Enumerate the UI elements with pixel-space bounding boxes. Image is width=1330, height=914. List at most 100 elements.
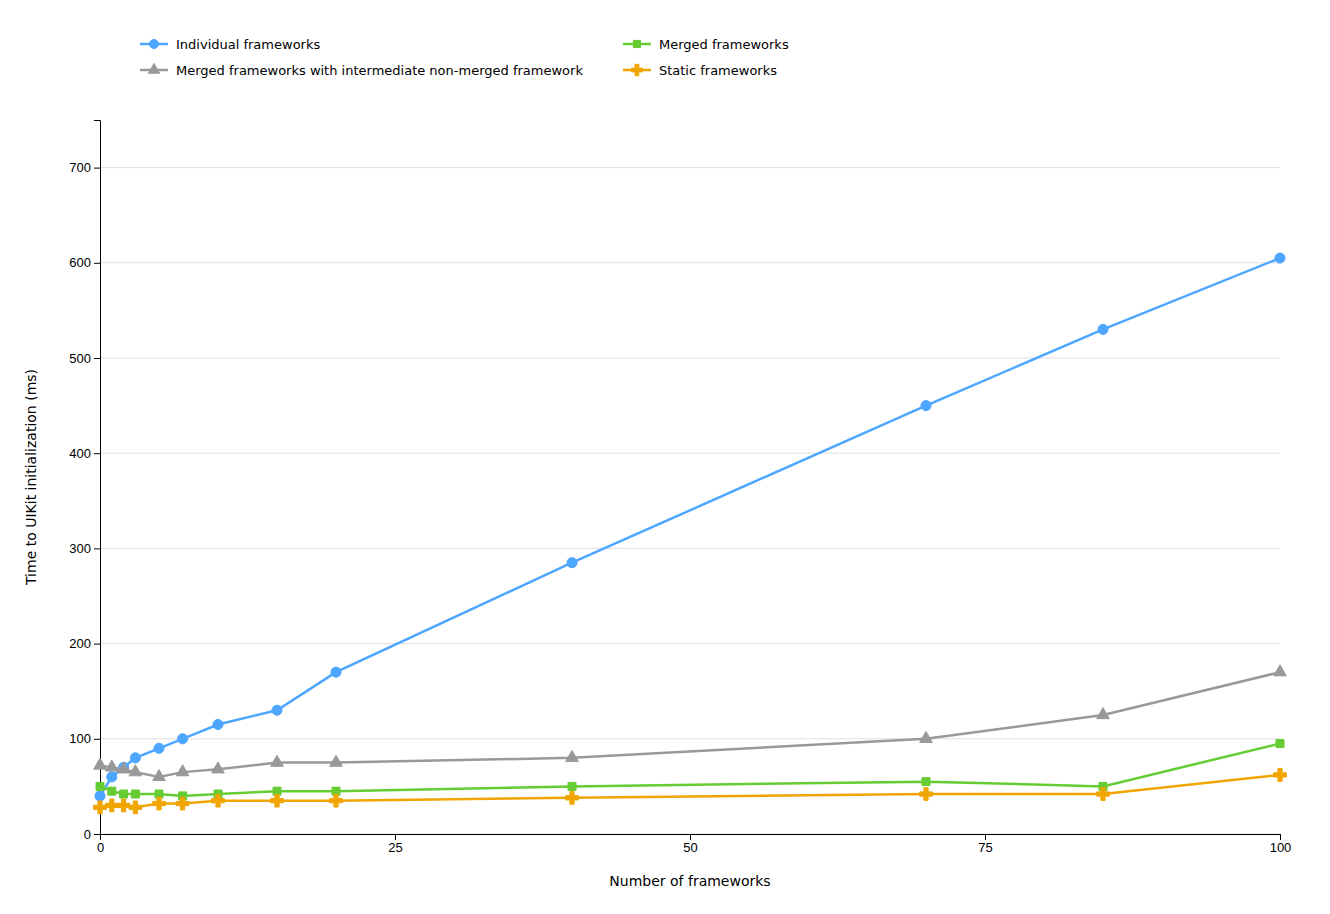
y-tick-label: 400 xyxy=(69,446,91,461)
series-marker xyxy=(96,782,104,790)
series-marker xyxy=(94,758,107,769)
x-tick-mark xyxy=(690,834,691,840)
y-tick-mark xyxy=(94,358,100,359)
y-tick-label: 700 xyxy=(69,160,91,175)
y-tick-label: 100 xyxy=(69,731,91,746)
series-marker xyxy=(331,667,341,677)
x-axis: 0255075100 xyxy=(97,834,1291,855)
series-marker xyxy=(131,790,139,798)
series-marker xyxy=(212,794,225,807)
marks xyxy=(94,253,1287,814)
series-marker xyxy=(1274,769,1287,782)
grid-line xyxy=(100,167,1280,168)
legend-label: Merged frameworks xyxy=(659,37,789,52)
series-marker xyxy=(154,743,164,753)
series-marker xyxy=(129,801,142,814)
series-line xyxy=(100,775,1280,807)
y-axis-title: Time to UIKit initialization (ms) xyxy=(23,369,39,586)
x-tick-label: 75 xyxy=(978,840,992,855)
series-marker xyxy=(153,770,166,781)
legend-symbol xyxy=(631,64,642,75)
y-tick-mark xyxy=(94,739,100,740)
series-marker xyxy=(1097,708,1110,719)
chart: 02550751000100200300400500600700Number o… xyxy=(0,0,1330,914)
x-tick: 75 xyxy=(978,834,992,855)
legend-label: Merged frameworks with intermediate non-… xyxy=(176,63,583,78)
series-marker xyxy=(105,799,118,812)
y-tick-mark xyxy=(94,548,100,549)
series-marker xyxy=(920,788,933,801)
y-axis: 0 100 200 300 400 500 600 700 xyxy=(69,121,100,842)
x-tick-label: 100 xyxy=(1270,840,1292,855)
x-tick: 25 xyxy=(388,834,402,855)
series-marker xyxy=(212,762,225,773)
y-tick-mark xyxy=(94,453,100,454)
x-tick-mark xyxy=(985,834,986,840)
series-marker xyxy=(921,401,931,411)
x-tick-label: 0 xyxy=(97,840,104,855)
y-tick: 700 xyxy=(69,160,100,175)
y-tick: 300 xyxy=(69,541,100,556)
series-marker xyxy=(94,801,107,814)
legend-label: Individual frameworks xyxy=(176,37,320,52)
series-marker xyxy=(95,791,105,801)
y-tick-mark xyxy=(94,168,100,169)
grid xyxy=(100,168,1280,834)
legend-symbol xyxy=(149,39,158,48)
y-tick: 500 xyxy=(69,351,100,366)
grid-line xyxy=(100,262,1280,263)
legend-symbol xyxy=(633,40,640,47)
legend: Individual frameworks Merged frameworks Me… xyxy=(140,37,789,78)
series-marker xyxy=(117,799,130,812)
series-marker xyxy=(922,778,930,786)
series-marker xyxy=(129,765,142,776)
y-tick: 0 xyxy=(84,827,100,842)
y-tick-label: 200 xyxy=(69,636,91,651)
x-tick-mark xyxy=(1280,834,1281,840)
y-tick: 100 xyxy=(69,731,100,746)
series-marker xyxy=(213,719,223,729)
series-marker xyxy=(178,734,188,744)
series-marker xyxy=(105,760,118,771)
series-marker xyxy=(272,705,282,715)
series-marker xyxy=(120,790,128,798)
series-marker xyxy=(107,772,117,782)
legend-item: Static frameworks xyxy=(623,63,777,78)
series-line xyxy=(100,672,1280,777)
grid-line xyxy=(100,548,1280,549)
x-tick: 0 xyxy=(97,834,104,855)
series-marker xyxy=(271,755,284,766)
x-tick-label: 25 xyxy=(388,840,402,855)
x-axis-title: Number of frameworks xyxy=(609,873,770,889)
legend-label: Static frameworks xyxy=(659,63,777,78)
grid-line xyxy=(100,358,1280,359)
y-tick-mark xyxy=(94,644,100,645)
grid-line xyxy=(100,643,1280,644)
y-tick: 400 xyxy=(69,446,100,461)
legend-symbol xyxy=(148,63,159,73)
series-marker xyxy=(330,794,343,807)
y-tick-label: 500 xyxy=(69,351,91,366)
x-axis-line xyxy=(101,835,1281,841)
series-marker xyxy=(1275,253,1285,263)
series-marker xyxy=(567,558,577,568)
series-marker xyxy=(568,782,576,790)
series-marker xyxy=(130,753,140,763)
series-marker xyxy=(330,755,343,766)
y-tick: 200 xyxy=(69,636,100,651)
series-marker xyxy=(1274,665,1287,676)
y-tick: 600 xyxy=(69,255,100,270)
legend-item: Individual frameworks xyxy=(140,37,320,52)
series-marker xyxy=(271,794,284,807)
grid-line xyxy=(100,453,1280,454)
series-marker xyxy=(176,765,189,776)
plot: 02550751000100200300400500600700 xyxy=(69,121,1291,856)
grid-line xyxy=(100,738,1280,739)
series-marker xyxy=(1276,740,1284,748)
series-line xyxy=(100,258,1280,796)
legend-item: Merged frameworks xyxy=(623,37,789,52)
series-marker xyxy=(108,787,116,795)
series-marker xyxy=(153,797,166,810)
series-marker xyxy=(566,750,579,761)
y-tick-mark xyxy=(94,834,100,835)
